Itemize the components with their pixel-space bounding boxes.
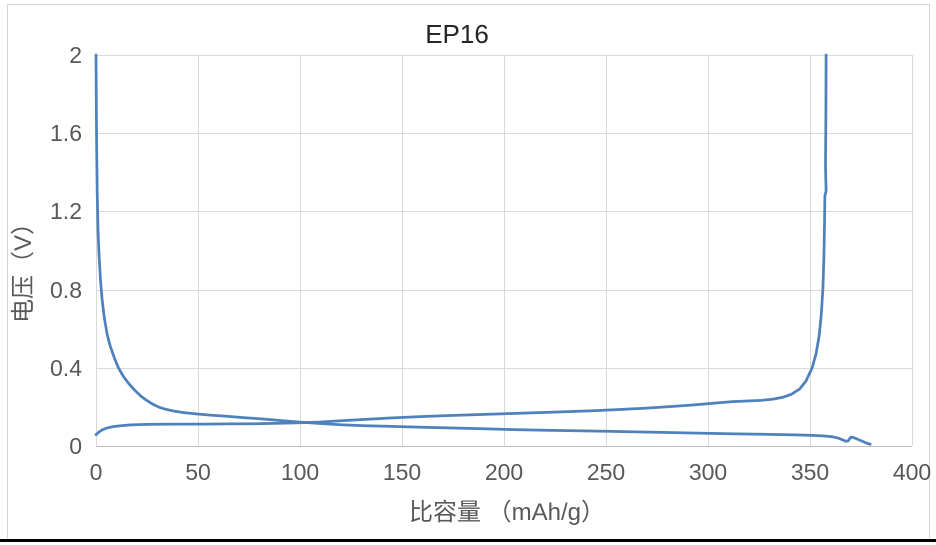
- plot-area: [94, 53, 913, 447]
- v-gridline: [504, 55, 505, 446]
- v-gridline: [810, 55, 811, 446]
- v-gridline: [606, 55, 607, 446]
- v-gridline: [402, 55, 403, 446]
- x-axis-title: 比容量 （mAh/g）: [408, 499, 606, 526]
- series-line-curve1: [94, 53, 872, 446]
- x-tick-label: 50: [185, 459, 211, 485]
- y-tick-label: 2: [69, 42, 82, 68]
- y-tick-label: 0: [69, 433, 82, 459]
- series-lines: [94, 53, 872, 446]
- x-tick-label: 350: [790, 459, 830, 485]
- bottom-border-line: [0, 539, 936, 542]
- x-tick-label: 300: [688, 459, 728, 485]
- v-gridline: [96, 55, 97, 446]
- chart-frame: [7, 4, 930, 539]
- x-tick-label: 250: [586, 459, 626, 485]
- chart-title: EP16: [425, 19, 489, 49]
- x-tick-label: 200: [484, 459, 524, 485]
- y-tick-label: 1.6: [50, 120, 82, 147]
- y-tick-label: 0.8: [50, 276, 82, 303]
- x-tick-label: 0: [89, 459, 103, 485]
- v-gridline: [300, 55, 301, 446]
- x-axis-line: [96, 446, 912, 447]
- v-gridline: [198, 55, 199, 446]
- v-gridline: [912, 55, 913, 446]
- series-line-curve2: [94, 53, 828, 437]
- x-tick-label: 400: [892, 459, 932, 485]
- y-tick-label: 1.2: [50, 198, 82, 225]
- v-gridline: [708, 55, 709, 446]
- y-axis-title: 电压（V）: [10, 211, 37, 324]
- x-tick-label: 100: [280, 459, 320, 485]
- x-tick-label: 150: [382, 459, 422, 485]
- y-tick-label: 0.4: [50, 354, 82, 381]
